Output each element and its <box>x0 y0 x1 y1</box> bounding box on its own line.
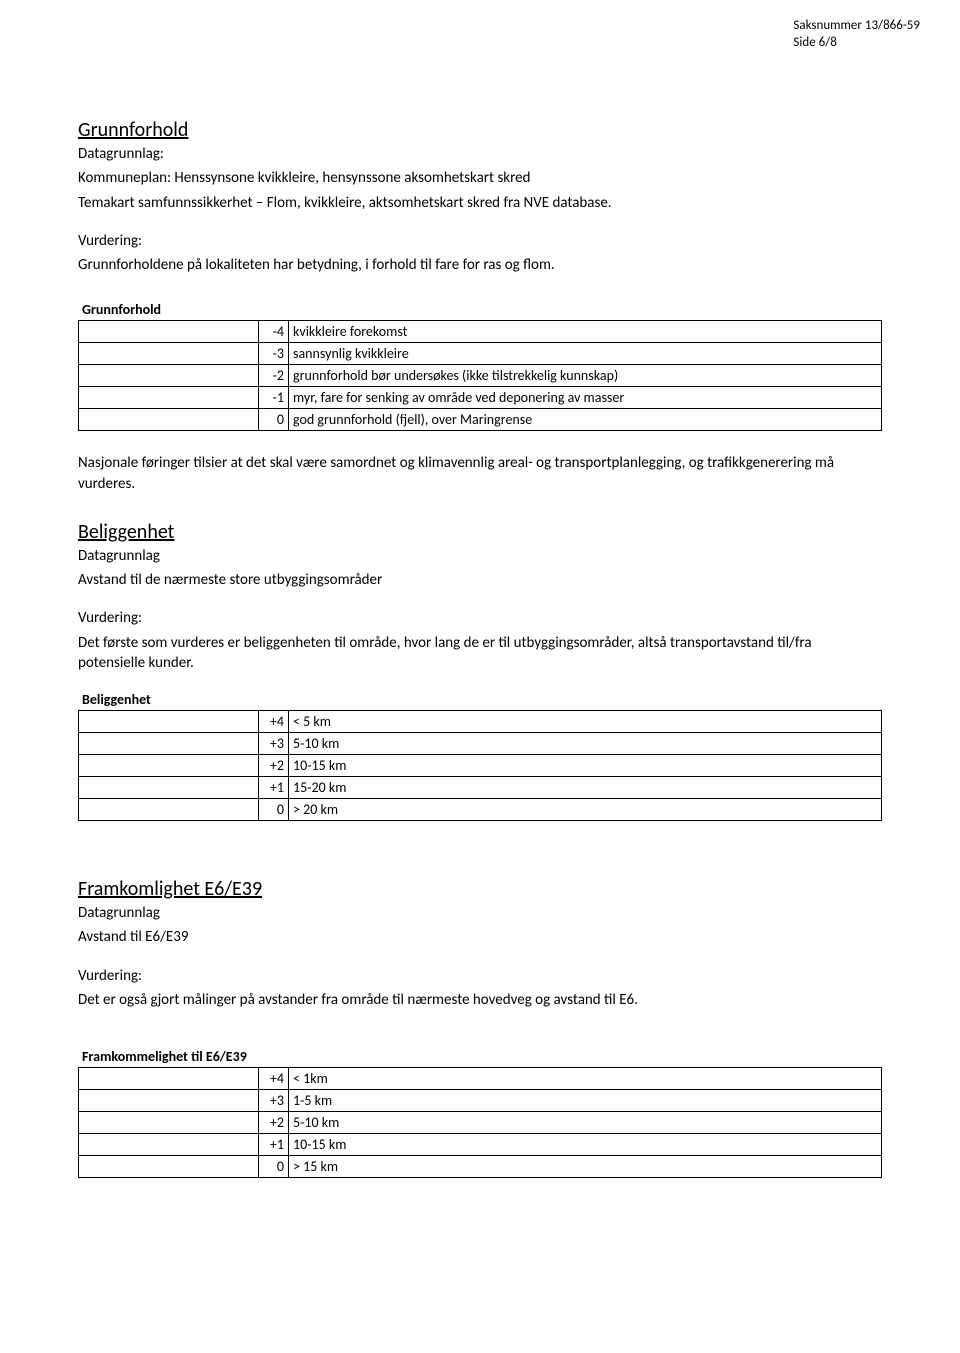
score-cell: +2 <box>259 755 289 777</box>
desc-cell: grunnforhold bør undersøkes (ikke tilstr… <box>289 365 882 387</box>
framkomlighet-table-title: Framkommelighet til E6/E39 <box>82 1048 882 1065</box>
page: Saksnummer 13/866-59 Side 6/8 Grunnforho… <box>0 0 960 1353</box>
table-row: -4 kvikkleire forekomst <box>79 321 882 343</box>
content: Grunnforhold Datagrunnlag: Kommuneplan: … <box>78 118 882 1178</box>
section-title-beliggenhet: Beliggenhet <box>78 520 882 544</box>
section-title-grunnforhold: Grunnforhold <box>78 118 882 142</box>
table-row: +2 5-10 km <box>79 1112 882 1134</box>
score-cell: +4 <box>259 1068 289 1090</box>
desc-cell: > 20 km <box>289 799 882 821</box>
table-row: -2 grunnforhold bør undersøkes (ikke til… <box>79 365 882 387</box>
table-row: +4 < 1km <box>79 1068 882 1090</box>
score-cell: 0 <box>259 1156 289 1178</box>
page-header: Saksnummer 13/866-59 Side 6/8 <box>793 18 920 52</box>
page-number: Side 6/8 <box>793 35 920 52</box>
score-cell: -4 <box>259 321 289 343</box>
table-row: +4 < 5 km <box>79 711 882 733</box>
score-cell: -2 <box>259 365 289 387</box>
score-cell: +4 <box>259 711 289 733</box>
desc-cell: 10-15 km <box>289 1134 882 1156</box>
table-row: 0 > 15 km <box>79 1156 882 1178</box>
framkomlighet-table: +4 < 1km +3 1-5 km +2 5-10 km +1 10-15 k… <box>78 1067 882 1178</box>
desc-cell: 5-10 km <box>289 733 882 755</box>
score-cell: -3 <box>259 343 289 365</box>
framkomlighet-vurdering-label: Vurdering: <box>78 966 882 986</box>
framkomlighet-vurdering-text: Det er også gjort målinger på avstander … <box>78 990 882 1010</box>
score-cell: -1 <box>259 387 289 409</box>
desc-cell: sannsynlig kvikkleire <box>289 343 882 365</box>
score-cell: +1 <box>259 777 289 799</box>
desc-cell: 15-20 km <box>289 777 882 799</box>
beliggenhet-table-title: Beliggenhet <box>82 691 882 708</box>
grunnforhold-vurdering-label: Vurdering: <box>78 231 882 251</box>
table-row: +3 1-5 km <box>79 1090 882 1112</box>
score-cell: +3 <box>259 733 289 755</box>
beliggenhet-data-line: Avstand til de nærmeste store utbyggings… <box>78 570 882 590</box>
desc-cell: < 5 km <box>289 711 882 733</box>
table-row: +2 10-15 km <box>79 755 882 777</box>
table-row: +3 5-10 km <box>79 733 882 755</box>
grunnforhold-table: -4 kvikkleire forekomst -3 sannsynlig kv… <box>78 320 882 431</box>
desc-cell: < 1km <box>289 1068 882 1090</box>
desc-cell: kvikkleire forekomst <box>289 321 882 343</box>
desc-cell: > 15 km <box>289 1156 882 1178</box>
grunnforhold-data-line2: Temakart samfunnssikkerhet – Flom, kvikk… <box>78 193 882 213</box>
beliggenhet-table: +4 < 5 km +3 5-10 km +2 10-15 km +1 15-2… <box>78 710 882 821</box>
score-cell: +2 <box>259 1112 289 1134</box>
desc-cell: myr, fare for senking av område ved depo… <box>289 387 882 409</box>
case-number: Saksnummer 13/866-59 <box>793 18 920 35</box>
grunnforhold-vurdering-text: Grunnforholdene på lokaliteten har betyd… <box>78 255 882 275</box>
desc-cell: god grunnforhold (fjell), over Maringren… <box>289 409 882 431</box>
desc-cell: 5-10 km <box>289 1112 882 1134</box>
table-row: +1 10-15 km <box>79 1134 882 1156</box>
grunnforhold-table-title: Grunnforhold <box>82 301 882 318</box>
score-cell: +3 <box>259 1090 289 1112</box>
desc-cell: 10-15 km <box>289 755 882 777</box>
table-row: -3 sannsynlig kvikkleire <box>79 343 882 365</box>
table-row: 0 > 20 km <box>79 799 882 821</box>
framkomlighet-data-line: Avstand til E6/E39 <box>78 927 882 947</box>
beliggenhet-data-label: Datagrunnlag <box>78 546 882 566</box>
table-row: +1 15-20 km <box>79 777 882 799</box>
desc-cell: 1-5 km <box>289 1090 882 1112</box>
grunnforhold-after-table: Nasjonale føringer tilsier at det skal v… <box>78 453 882 494</box>
beliggenhet-vurdering-text: Det første som vurderes er beliggenheten… <box>78 633 882 674</box>
table-row: 0 god grunnforhold (fjell), over Maringr… <box>79 409 882 431</box>
grunnforhold-data-label: Datagrunnlag: <box>78 144 882 164</box>
score-cell: 0 <box>259 799 289 821</box>
score-cell: 0 <box>259 409 289 431</box>
table-row: -1 myr, fare for senking av område ved d… <box>79 387 882 409</box>
grunnforhold-data-line1: Kommuneplan: Henssynsone kvikkleire, hen… <box>78 168 882 188</box>
score-cell: +1 <box>259 1134 289 1156</box>
beliggenhet-vurdering-label: Vurdering: <box>78 608 882 628</box>
framkomlighet-data-label: Datagrunnlag <box>78 903 882 923</box>
section-title-framkomlighet: Framkomlighet E6/E39 <box>78 877 882 901</box>
